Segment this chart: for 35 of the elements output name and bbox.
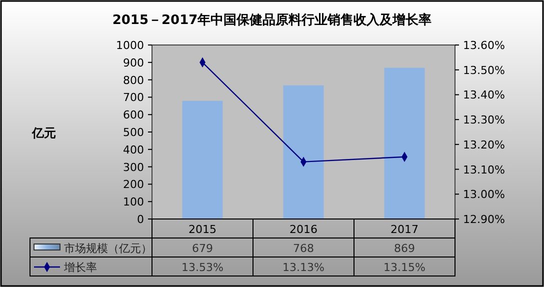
legend-label: 增长率 <box>63 261 97 274</box>
data-label: 13.13% <box>282 261 324 274</box>
y-tick-label: 200 <box>123 178 144 192</box>
y-tick-label: 1000 <box>116 39 144 52</box>
y-tick-label: 900 <box>123 56 144 70</box>
chart-title: 2015－2017年中国保健品原料行业销售收入及增长率 <box>112 12 432 28</box>
y2-tick-label: 13.60% <box>463 39 505 52</box>
y2-tick-label: 13.10% <box>463 163 505 176</box>
bar <box>283 85 324 219</box>
bar <box>182 100 223 219</box>
y-axis-title: 亿元 <box>31 126 56 140</box>
data-label: 13.15% <box>384 261 426 274</box>
y2-tick-label: 13.00% <box>463 188 505 202</box>
y2-tick-label: 13.40% <box>463 88 505 102</box>
y-tick-label: 100 <box>123 196 144 209</box>
y2-tick-label: 13.50% <box>463 64 505 77</box>
y-tick-label: 700 <box>123 91 144 104</box>
x-tick-label: 2016 <box>290 223 318 236</box>
x-tick-label: 2017 <box>390 223 418 236</box>
y-tick-label: 400 <box>123 143 144 156</box>
bar <box>384 68 425 219</box>
x-tick-label: 2015 <box>188 223 216 236</box>
data-label: 869 <box>394 242 415 255</box>
y2-tick-label: 13.20% <box>463 138 505 152</box>
y-tick-label: 300 <box>123 160 144 174</box>
legend-label: 市场规模（亿元） <box>64 242 152 255</box>
data-label: 768 <box>293 242 314 255</box>
y-tick-label: 800 <box>123 74 144 87</box>
data-label: 13.53% <box>182 261 224 274</box>
y-tick-label: 600 <box>123 108 144 122</box>
y-tick-label: 500 <box>123 126 144 139</box>
y-tick-label: 0 <box>137 213 144 226</box>
y2-tick-label: 12.90% <box>463 213 505 226</box>
y2-tick-label: 13.30% <box>463 114 505 127</box>
data-label: 679 <box>192 242 213 255</box>
